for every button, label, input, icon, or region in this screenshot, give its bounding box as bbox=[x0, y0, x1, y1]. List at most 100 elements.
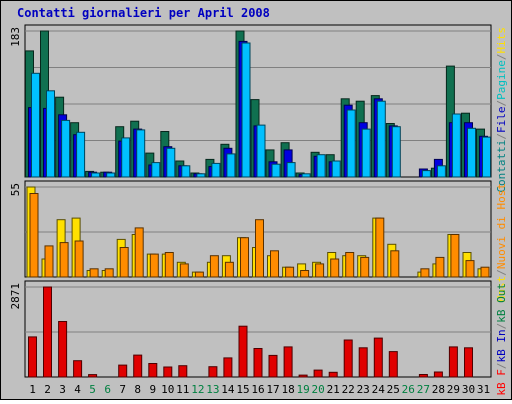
legend-kb: kB F/kB In/kB Out bbox=[495, 283, 508, 396]
bar-kb-kb bbox=[178, 365, 188, 378]
bar-contatti-files bbox=[166, 147, 176, 178]
bar-host-new_hosts bbox=[450, 234, 460, 278]
day-label: 31 bbox=[477, 383, 490, 396]
bar-host-new_hosts bbox=[345, 252, 355, 278]
bar-host-new_hosts bbox=[224, 261, 234, 278]
bar-contatti-files bbox=[91, 172, 101, 178]
bar-contatti-files bbox=[241, 42, 251, 178]
bar-contatti-files bbox=[421, 170, 431, 178]
bar-contatti-files bbox=[196, 173, 206, 178]
bar-contatti-files bbox=[106, 172, 116, 178]
bar-kb-kb bbox=[328, 371, 338, 378]
bar-host-new_hosts bbox=[119, 247, 129, 278]
day-label: 10 bbox=[161, 383, 174, 396]
bar-contatti-files bbox=[482, 136, 491, 178]
legend-segment: Contatti bbox=[495, 140, 508, 193]
bar-contatti-files bbox=[376, 100, 386, 178]
bar-kb-kb bbox=[418, 374, 428, 378]
bar-host-new_hosts bbox=[149, 253, 159, 278]
bar-kb-kb bbox=[58, 321, 68, 378]
bar-host-new_hosts bbox=[74, 240, 84, 278]
legend-segment: / bbox=[495, 323, 508, 330]
legend-segment: / bbox=[495, 363, 508, 370]
legend-segment: kB In bbox=[495, 329, 508, 362]
legend-segment: File bbox=[495, 107, 508, 134]
bar-host-new_hosts bbox=[29, 193, 39, 278]
bar-kb-kb bbox=[43, 286, 52, 378]
legend-segment: / bbox=[495, 269, 508, 276]
day-label: 12 bbox=[191, 383, 204, 396]
bar-contatti-files bbox=[151, 162, 161, 178]
bar-host-new_hosts bbox=[164, 252, 174, 278]
bar-kb-kb bbox=[208, 366, 218, 378]
bar-host-new_hosts bbox=[465, 260, 475, 278]
bar-kb-kb bbox=[223, 357, 233, 378]
bar-contatti-files bbox=[181, 165, 191, 178]
legend-segment: Hits bbox=[495, 27, 508, 54]
day-label: 7 bbox=[119, 383, 126, 396]
bar-host-new_hosts bbox=[255, 219, 264, 278]
bar-kb-kb bbox=[313, 369, 323, 378]
bar-contatti-files bbox=[301, 173, 311, 178]
bar-kb-kb bbox=[343, 339, 353, 378]
bar-kb-kb bbox=[268, 354, 278, 378]
bar-kb-kb bbox=[464, 347, 473, 378]
x-axis-labels: 1 2 3 4 5 6 7 8 9 10 11 12 13 14 15 16 17 18 19 20 21 22 23 24 2… bbox=[29, 383, 490, 396]
bar-contatti-files bbox=[211, 162, 221, 178]
bar-host-new_hosts bbox=[44, 245, 54, 278]
day-label: 18 bbox=[281, 383, 294, 396]
bar-kb-kb bbox=[253, 348, 263, 378]
day-label: 26 bbox=[402, 383, 415, 396]
bar-contatti-files bbox=[31, 72, 40, 178]
legend-segment: / bbox=[495, 133, 508, 140]
day-label: 22 bbox=[342, 383, 355, 396]
day-label: 20 bbox=[311, 383, 324, 396]
day-label: 21 bbox=[327, 383, 340, 396]
day-label: 29 bbox=[447, 383, 460, 396]
panels-group: 183Contatti/File/Pagine/Hits55Host/Nuovi… bbox=[9, 24, 508, 396]
bar-kb-kb bbox=[283, 346, 293, 378]
bar-host-new_hosts bbox=[285, 266, 295, 278]
day-label: 4 bbox=[74, 383, 81, 396]
day-label: 16 bbox=[251, 383, 264, 396]
legend-segment: Nuovi di Host bbox=[495, 183, 508, 269]
bar-host-new_hosts bbox=[420, 268, 430, 278]
bar-kb-kb bbox=[28, 336, 37, 378]
y-max-label: 55 bbox=[9, 183, 22, 196]
bar-host-new_hosts bbox=[435, 256, 445, 278]
legend-segment: / bbox=[495, 100, 508, 107]
bar-host-new_hosts bbox=[315, 263, 325, 278]
legend-segment: Pagine bbox=[495, 60, 508, 100]
bar-host-new_hosts bbox=[179, 263, 189, 278]
day-label: 3 bbox=[59, 383, 66, 396]
panel-host: 55 Host/Nuovi di Host bbox=[9, 180, 508, 302]
bar-contatti-files bbox=[286, 162, 296, 178]
bar-host-new_hosts bbox=[134, 227, 144, 278]
bar-kb-kb bbox=[388, 351, 398, 378]
bar-contatti-files bbox=[346, 109, 356, 178]
bar-kb-kb bbox=[238, 325, 248, 378]
bar-contatti-files bbox=[436, 165, 446, 178]
bar-host-new_hosts bbox=[360, 256, 370, 278]
y-max-label: 183 bbox=[9, 27, 22, 47]
day-label: 17 bbox=[266, 383, 279, 396]
bar-contatti-files bbox=[256, 124, 266, 178]
bar-contatti-files bbox=[391, 126, 401, 178]
bar-contatti-files bbox=[226, 153, 236, 178]
bar-contatti-files bbox=[467, 127, 476, 178]
day-label: 28 bbox=[432, 383, 445, 396]
bar-host-new_hosts bbox=[480, 266, 490, 278]
legend-segment: / bbox=[495, 54, 508, 61]
bar-contatti-files bbox=[451, 113, 461, 178]
day-label: 5 bbox=[89, 383, 96, 396]
day-label: 25 bbox=[387, 383, 400, 396]
legend-host: Host/Nuovi di Host bbox=[495, 183, 508, 302]
bar-kb-kb bbox=[373, 337, 383, 378]
legend-segment: Host bbox=[495, 276, 508, 303]
day-label: 30 bbox=[462, 383, 475, 396]
bar-host-new_hosts bbox=[330, 258, 340, 278]
bar-host-new_hosts bbox=[104, 268, 114, 278]
legend-contatti: Contatti/File/Pagine/Hits bbox=[495, 27, 508, 193]
